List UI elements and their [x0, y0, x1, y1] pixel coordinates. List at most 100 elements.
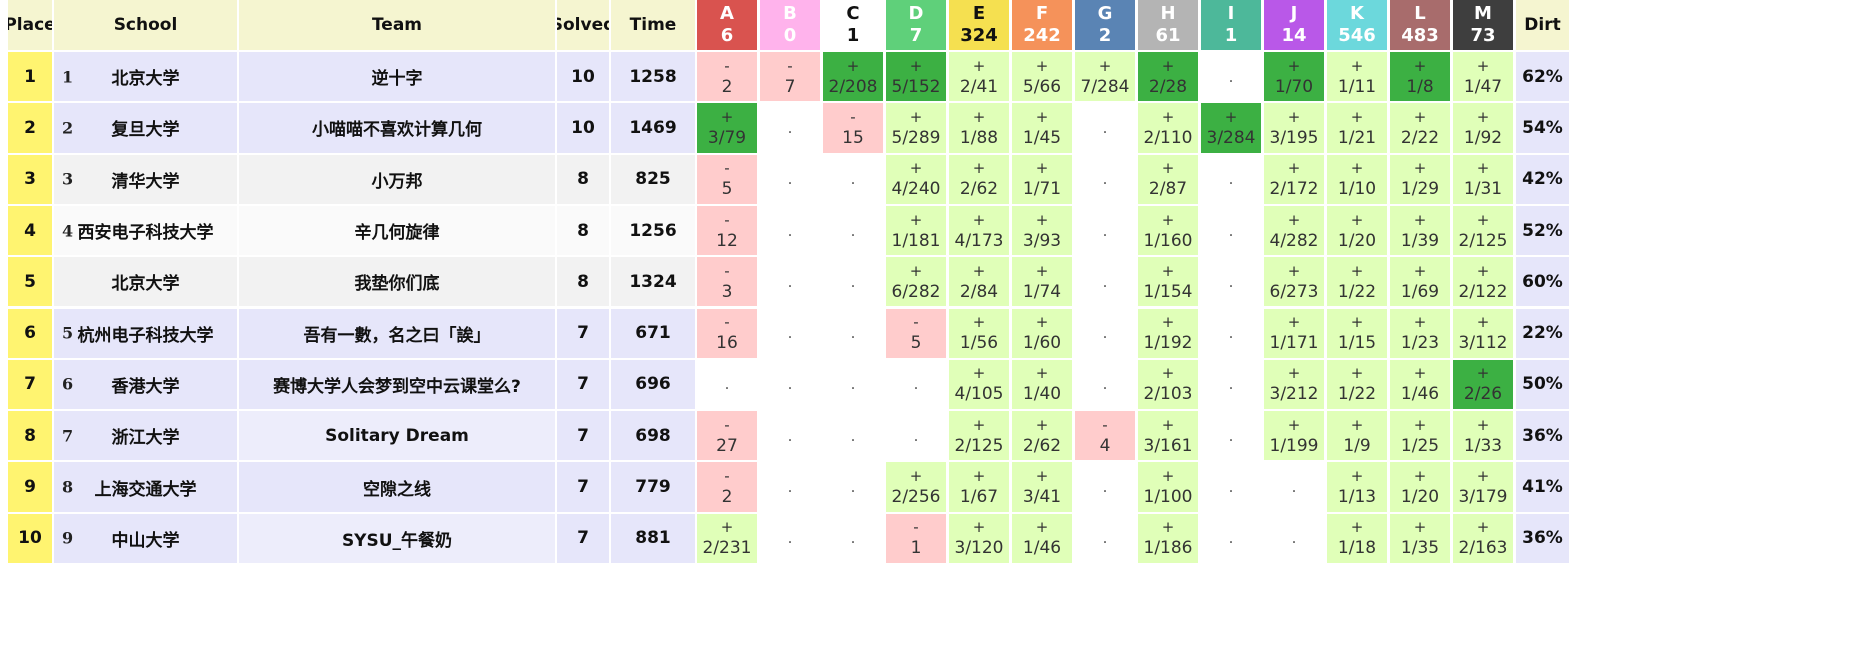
result-cell-empty[interactable]: . [823, 411, 883, 461]
result-cell-first-solve[interactable]: +1/8 [1390, 52, 1450, 102]
result-cell-empty[interactable]: . [823, 462, 883, 512]
team-cell[interactable]: 吾有一數，名之曰「誒」 [239, 308, 555, 358]
result-cell-solved[interactable]: +1/21 [1327, 103, 1387, 153]
result-cell-empty[interactable]: . [1201, 205, 1261, 256]
result-cell-solved[interactable]: +1/69 [1390, 257, 1450, 307]
result-cell-solved[interactable]: +3/112 [1453, 308, 1513, 358]
result-cell-solved[interactable]: +3/93 [1012, 205, 1072, 256]
problem-header-e[interactable]: E 324 [949, 0, 1009, 50]
result-cell-first-solve[interactable]: +3/79 [697, 103, 757, 153]
result-cell-solved[interactable]: +1/74 [1012, 257, 1072, 307]
result-cell-solved[interactable]: +2/256 [886, 462, 946, 512]
result-cell-solved[interactable]: +3/161 [1138, 411, 1198, 461]
col-header-place[interactable]: Place [8, 0, 52, 50]
result-cell-empty[interactable]: . [760, 462, 820, 512]
result-cell-empty[interactable]: . [886, 411, 946, 461]
result-cell-empty[interactable]: . [823, 205, 883, 256]
result-cell-solved[interactable]: +6/282 [886, 257, 946, 307]
result-cell-attempted[interactable]: -16 [697, 308, 757, 358]
result-cell-solved[interactable]: +1/25 [1390, 411, 1450, 461]
result-cell-solved[interactable]: +1/31 [1453, 154, 1513, 204]
result-cell-first-solve[interactable]: +5/152 [886, 52, 946, 102]
result-cell-solved[interactable]: +1/18 [1327, 513, 1387, 563]
result-cell-solved[interactable]: +3/195 [1264, 103, 1324, 153]
col-header-school[interactable]: School [54, 0, 237, 50]
team-cell[interactable]: 辛几何旋律 [239, 205, 555, 256]
result-cell-solved[interactable]: +2/87 [1138, 154, 1198, 204]
result-cell-solved[interactable]: +1/186 [1138, 513, 1198, 563]
result-cell-empty[interactable]: . [1201, 462, 1261, 512]
result-cell-solved[interactable]: +1/9 [1327, 411, 1387, 461]
result-cell-attempted[interactable]: -2 [697, 462, 757, 512]
result-cell-solved[interactable]: +4/105 [949, 359, 1009, 410]
result-cell-solved[interactable]: +2/84 [949, 257, 1009, 307]
result-cell-empty[interactable]: . [823, 513, 883, 563]
result-cell-attempted[interactable]: -3 [697, 257, 757, 307]
result-cell-empty[interactable]: . [1201, 154, 1261, 204]
result-cell-solved[interactable]: +1/20 [1390, 462, 1450, 512]
result-cell-empty[interactable]: . [760, 103, 820, 153]
result-cell-attempted[interactable]: -1 [886, 513, 946, 563]
result-cell-solved[interactable]: +1/22 [1327, 359, 1387, 410]
result-cell-solved[interactable]: +1/47 [1453, 52, 1513, 102]
result-cell-solved[interactable]: +1/20 [1327, 205, 1387, 256]
result-cell-solved[interactable]: +2/62 [1012, 411, 1072, 461]
problem-header-k[interactable]: K 546 [1327, 0, 1387, 50]
result-cell-solved[interactable]: +1/154 [1138, 257, 1198, 307]
result-cell-empty[interactable]: . [823, 257, 883, 307]
result-cell-solved[interactable]: +2/103 [1138, 359, 1198, 410]
result-cell-solved[interactable]: +2/163 [1453, 513, 1513, 563]
result-cell-solved[interactable]: +3/120 [949, 513, 1009, 563]
result-cell-solved[interactable]: +7/284 [1075, 52, 1135, 102]
result-cell-solved[interactable]: +1/181 [886, 205, 946, 256]
result-cell-empty[interactable]: . [1075, 257, 1135, 307]
result-cell-solved[interactable]: +1/13 [1327, 462, 1387, 512]
result-cell-empty[interactable]: . [760, 359, 820, 410]
result-cell-solved[interactable]: +2/41 [949, 52, 1009, 102]
result-cell-solved[interactable]: +4/173 [949, 205, 1009, 256]
result-cell-solved[interactable]: +1/22 [1327, 257, 1387, 307]
result-cell-attempted[interactable]: -5 [697, 154, 757, 204]
result-cell-solved[interactable]: +3/212 [1264, 359, 1324, 410]
result-cell-attempted[interactable]: -27 [697, 411, 757, 461]
result-cell-empty[interactable]: . [1201, 513, 1261, 563]
result-cell-empty[interactable]: . [1075, 513, 1135, 563]
result-cell-first-solve[interactable]: +2/208 [823, 52, 883, 102]
team-cell[interactable]: 我垫你们底 [239, 257, 555, 307]
result-cell-empty[interactable]: . [1075, 462, 1135, 512]
result-cell-empty[interactable]: . [760, 308, 820, 358]
problem-header-l[interactable]: L 483 [1390, 0, 1450, 50]
result-cell-solved[interactable]: +3/41 [1012, 462, 1072, 512]
result-cell-solved[interactable]: +1/15 [1327, 308, 1387, 358]
result-cell-solved[interactable]: +1/45 [1012, 103, 1072, 153]
result-cell-solved[interactable]: +1/39 [1390, 205, 1450, 256]
result-cell-empty[interactable]: . [1201, 308, 1261, 358]
result-cell-empty[interactable]: . [760, 513, 820, 563]
team-cell[interactable]: 小万邦 [239, 154, 555, 204]
problem-header-h[interactable]: H 61 [1138, 0, 1198, 50]
result-cell-solved[interactable]: +2/125 [1453, 205, 1513, 256]
result-cell-solved[interactable]: +1/88 [949, 103, 1009, 153]
problem-header-f[interactable]: F 242 [1012, 0, 1072, 50]
col-header-team[interactable]: Team [239, 0, 555, 50]
result-cell-solved[interactable]: +6/273 [1264, 257, 1324, 307]
result-cell-solved[interactable]: +1/29 [1390, 154, 1450, 204]
result-cell-empty[interactable]: . [1201, 359, 1261, 410]
result-cell-empty[interactable]: . [1264, 462, 1324, 512]
result-cell-solved[interactable]: +1/199 [1264, 411, 1324, 461]
problem-header-j[interactable]: J 14 [1264, 0, 1324, 50]
team-cell[interactable]: 逆十字 [239, 52, 555, 102]
result-cell-empty[interactable]: . [760, 411, 820, 461]
col-header-solved[interactable]: Solved [557, 0, 609, 50]
result-cell-solved[interactable]: +1/100 [1138, 462, 1198, 512]
result-cell-attempted[interactable]: -12 [697, 205, 757, 256]
result-cell-solved[interactable]: +1/46 [1012, 513, 1072, 563]
result-cell-attempted[interactable]: -15 [823, 103, 883, 153]
result-cell-empty[interactable]: . [1201, 411, 1261, 461]
result-cell-attempted[interactable]: -7 [760, 52, 820, 102]
